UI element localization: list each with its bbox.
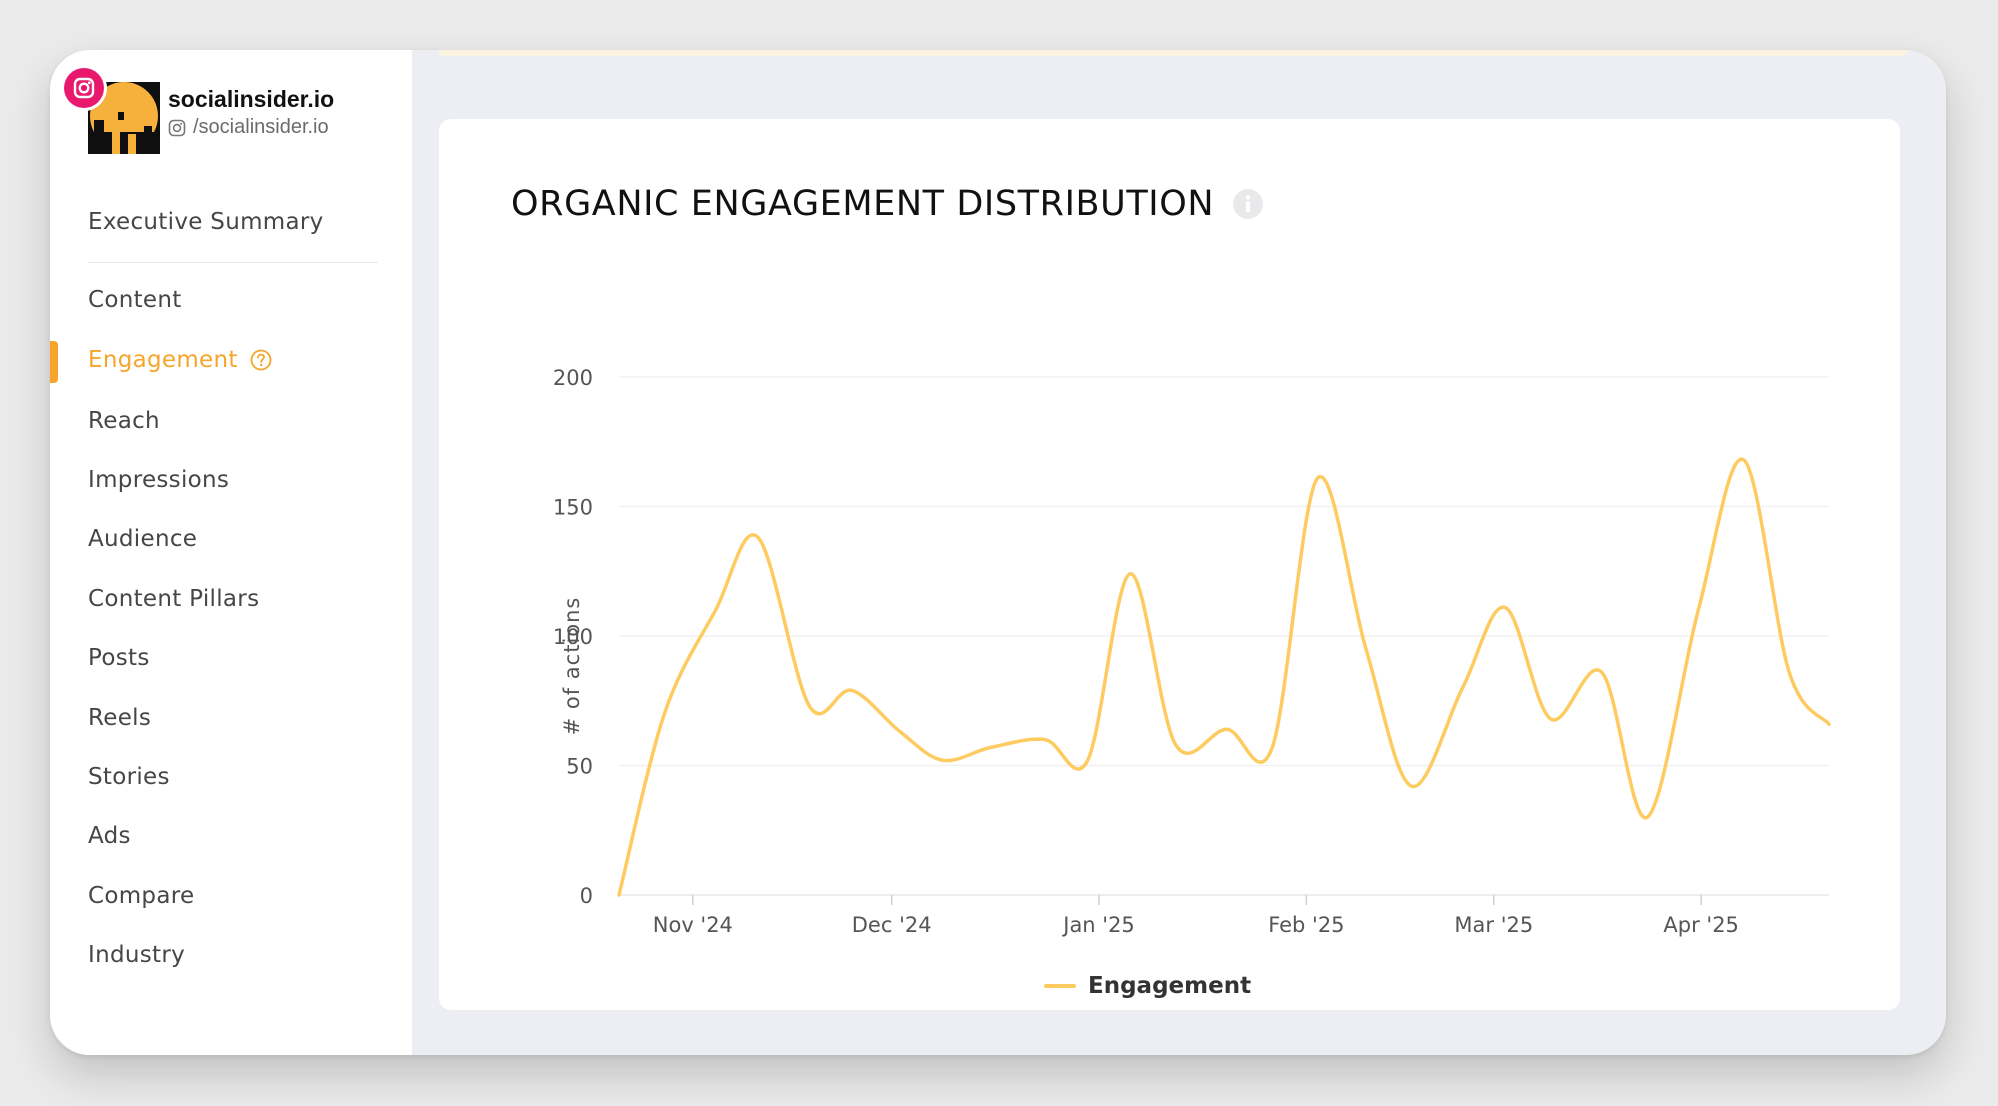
y-tick-label: 150 xyxy=(553,496,593,520)
x-tick-label: Feb '25 xyxy=(1268,913,1344,937)
x-tick-label: Apr '25 xyxy=(1663,913,1739,937)
engagement-series-line xyxy=(617,457,1831,897)
sidebar-item-reach[interactable]: Reach xyxy=(88,408,160,434)
active-indicator xyxy=(50,341,58,383)
sidebar-item-label: Engagement xyxy=(88,347,238,373)
sidebar-item-audience[interactable]: Audience xyxy=(88,526,198,552)
sidebar-item-content[interactable]: Content xyxy=(88,287,182,313)
sidebar-item-content-pillars[interactable]: Content Pillars xyxy=(88,586,260,612)
sidebar-item-posts[interactable]: Posts xyxy=(88,645,150,671)
info-icon[interactable] xyxy=(1232,188,1264,220)
sidebar-divider xyxy=(88,262,378,263)
sidebar-item-ads[interactable]: Ads xyxy=(88,823,131,849)
x-tick-label: Jan '25 xyxy=(1061,913,1135,937)
legend-label: Engagement xyxy=(1088,973,1252,999)
y-tick-label: 50 xyxy=(566,755,593,779)
y-axis-title: # of actions xyxy=(560,597,584,736)
sidebar-item-engagement[interactable]: Engagement xyxy=(88,347,272,373)
y-tick-label: 200 xyxy=(553,366,593,390)
profile-header[interactable]: socialinsider.io /socialinsider.io xyxy=(64,68,408,172)
x-tick-label: Mar '25 xyxy=(1454,913,1533,937)
profile-handle[interactable]: /socialinsider.io xyxy=(168,116,329,139)
instagram-small-icon xyxy=(168,119,186,136)
app-window: socialinsider.io /socialinsider.io Execu… xyxy=(50,50,1946,1055)
sidebar-item-stories[interactable]: Stories xyxy=(88,764,170,790)
profile-handle-text: /socialinsider.io xyxy=(193,116,329,138)
chart-title: ORGANIC ENGAGEMENT DISTRIBUTION xyxy=(511,184,1264,224)
help-icon[interactable] xyxy=(250,349,272,371)
legend-swatch xyxy=(1044,984,1076,988)
sidebar-item-industry[interactable]: Industry xyxy=(88,942,186,968)
avatar[interactable] xyxy=(88,82,160,154)
chart-title-text: ORGANIC ENGAGEMENT DISTRIBUTION xyxy=(511,184,1215,224)
y-tick-label: 100 xyxy=(553,625,593,649)
engagement-chart-card: ORGANIC ENGAGEMENT DISTRIBUTION 0 50 100 15… xyxy=(439,119,1900,1010)
sidebar: socialinsider.io /socialinsider.io Execu… xyxy=(50,50,412,1055)
engagement-line-chart: 0 50 100 150 200 Nov '24 Dec '24 Jan '25 Feb '25… xyxy=(553,366,1831,937)
y-tick-label: 0 xyxy=(580,884,593,908)
notice-strip xyxy=(438,50,1908,56)
sidebar-item-reels[interactable]: Reels xyxy=(88,705,152,731)
x-tick-label: Dec '24 xyxy=(852,913,932,937)
chart-legend[interactable]: Engagement xyxy=(1044,973,1251,999)
sidebar-item-impressions[interactable]: Impressions xyxy=(88,467,230,493)
sidebar-item-executive-summary[interactable]: Executive Summary xyxy=(88,209,324,235)
instagram-icon xyxy=(64,68,104,108)
x-tick-label: Nov '24 xyxy=(653,913,733,937)
sidebar-item-compare[interactable]: Compare xyxy=(88,883,195,909)
profile-name: socialinsider.io xyxy=(168,86,335,112)
